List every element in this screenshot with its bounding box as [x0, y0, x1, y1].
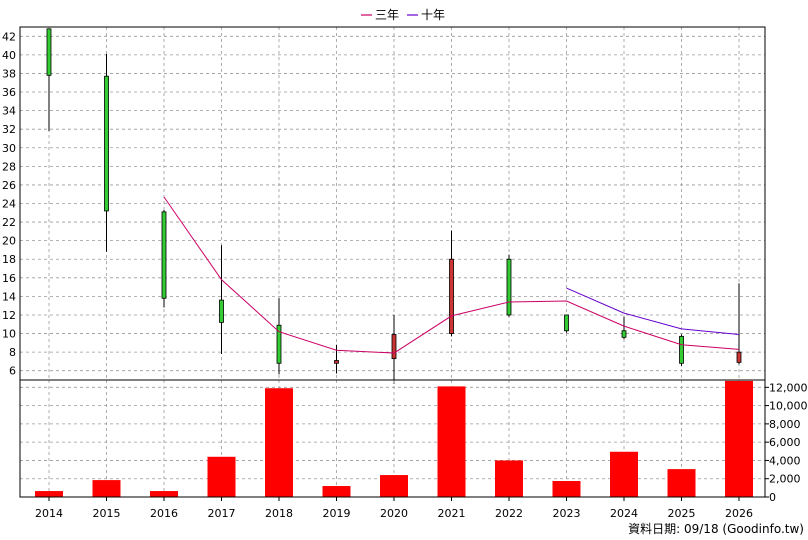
- candle-2015: [104, 53, 109, 252]
- x-tick-label: 2024: [610, 507, 638, 520]
- price-y-tick-label: 26: [2, 179, 16, 192]
- candle-body: [276, 324, 282, 364]
- volume-plot-frame: [19, 379, 766, 498]
- price-y-tick-label: 16: [2, 272, 16, 285]
- candle-2025: [679, 334, 684, 367]
- volume-bar-2025: [667, 469, 696, 497]
- ma-line-0: [163, 196, 740, 354]
- x-tick-label: 2014: [35, 507, 63, 520]
- candle-body: [161, 211, 167, 299]
- candle-2023: [564, 314, 569, 333]
- volume-bar-2016: [150, 491, 178, 497]
- candle-2024: [621, 316, 627, 340]
- x-tick-label: 2017: [208, 507, 236, 520]
- price-y-tick-label: 30: [2, 142, 16, 155]
- x-tick-label: 2018: [265, 507, 293, 520]
- price-y-tick-label: 24: [2, 198, 16, 211]
- candle-2017: [219, 245, 224, 354]
- price-y-tick-label: 28: [2, 160, 16, 173]
- volume-bar-2020: [380, 475, 408, 497]
- candle-body: [391, 334, 397, 360]
- price-y-tick-label: 8: [9, 346, 16, 359]
- volume-bar-2018: [265, 388, 293, 497]
- price-y-tick-label: 14: [2, 290, 16, 303]
- candle-body: [449, 258, 454, 334]
- legend-label-3y: 三年: [375, 8, 399, 22]
- price-y-tick-label: 34: [2, 105, 16, 118]
- candle-2026: [736, 283, 742, 365]
- x-tick-label: 2020: [380, 507, 408, 520]
- candle-body: [621, 330, 627, 338]
- price-y-tick-label: 42: [2, 30, 16, 43]
- candle-2018: [276, 298, 282, 375]
- volume-y-tick-label: 2,000: [769, 473, 801, 486]
- volume-y-tick-label: 4,000: [769, 454, 801, 467]
- volume-panel: 0 2,000 4,000 6,000 8,000 10,000 12,000: [19, 379, 808, 504]
- candle-body: [104, 75, 109, 212]
- legend: 三年 十年: [361, 8, 445, 22]
- ma-line-1: [566, 287, 740, 335]
- candle-body: [679, 335, 684, 364]
- price-y-tick-label: 20: [2, 235, 16, 248]
- price-y-axis: 6 8 10 12 14 16 18 20 22 24 26 28 30 32 34 36 38 40 42: [2, 30, 16, 377]
- volume-bar-2014: [35, 491, 63, 497]
- x-tick-label: 2025: [668, 507, 696, 520]
- candle-2014: [46, 28, 52, 132]
- x-tick-label: 2021: [438, 507, 466, 520]
- volume-bar-2019: [322, 486, 351, 497]
- volume-bar-2023: [552, 481, 581, 497]
- volume-bars: [35, 380, 753, 497]
- legend-label-10y: 十年: [421, 8, 445, 22]
- candle-body: [219, 299, 224, 323]
- price-y-tick-label: 36: [2, 86, 16, 99]
- x-tick-label: 2016: [150, 507, 178, 520]
- volume-bar-2017: [207, 456, 236, 497]
- candle-2016: [161, 210, 167, 308]
- price-y-tick-label: 22: [2, 216, 16, 229]
- volume-y-tick-label: 0: [769, 491, 776, 504]
- x-tick-label: 2023: [553, 507, 581, 520]
- volume-y-axis: 0 2,000 4,000 6,000 8,000 10,000 12,000: [765, 381, 808, 504]
- volume-bar-2024: [610, 451, 638, 497]
- x-axis: 2014 2015 2016 2017 2018 2019 2020 2021 2022 2023…: [35, 497, 753, 520]
- candle-body: [46, 28, 52, 76]
- price-y-tick-label: 6: [9, 365, 16, 378]
- candle-body: [564, 314, 569, 332]
- moving-average-lines: [163, 196, 740, 354]
- x-tick-label: 2019: [323, 507, 351, 520]
- x-tick-label: 2022: [495, 507, 523, 520]
- x-tick-label: 2015: [93, 507, 121, 520]
- x-tick-label: 2026: [725, 507, 753, 520]
- candle-2021: [449, 230, 454, 337]
- price-panel: 6 8 10 12 14 16 18 20 22 24 26 28 30 32 34 36 38 40 42: [2, 26, 766, 384]
- candle-body: [506, 258, 512, 316]
- candle-2020: [391, 314, 397, 384]
- volume-y-tick-label: 6,000: [769, 436, 801, 449]
- candle-2019: [334, 344, 339, 374]
- volume-y-tick-label: 8,000: [769, 418, 801, 431]
- volume-bar-2015: [92, 480, 121, 497]
- price-y-tick-label: 38: [2, 67, 16, 80]
- volume-bar-2022: [495, 460, 523, 497]
- volume-y-tick-label: 10,000: [769, 400, 808, 413]
- candle-2022: [506, 254, 512, 317]
- volume-y-tick-label: 12,000: [769, 381, 808, 394]
- volume-bar-2021: [437, 386, 466, 497]
- price-y-tick-label: 18: [2, 253, 16, 266]
- candle-body: [736, 351, 742, 363]
- price-y-tick-label: 10: [2, 328, 16, 341]
- candle-body: [334, 360, 339, 364]
- price-y-tick-label: 40: [2, 49, 16, 62]
- volume-bar-2026: [725, 380, 753, 497]
- price-y-tick-label: 32: [2, 123, 16, 136]
- candles: [46, 28, 742, 384]
- price-y-tick-label: 12: [2, 309, 16, 322]
- source-label: 資料日期: 09/18 (Goodinfo.tw): [628, 522, 804, 536]
